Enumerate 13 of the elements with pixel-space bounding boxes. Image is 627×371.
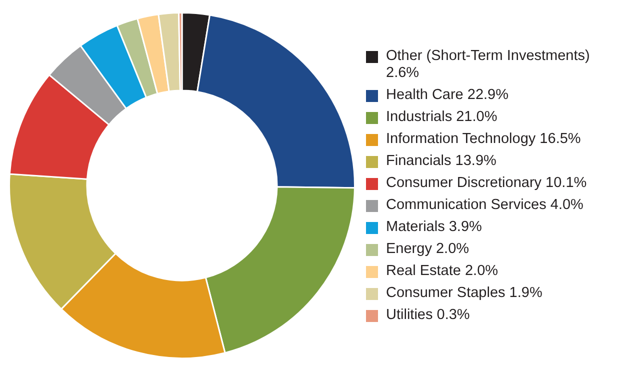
legend-label: Consumer Discretionary 10.1% (386, 174, 587, 192)
legend-label: Materials 3.9% (386, 218, 482, 236)
legend-label: Communication Services 4.0% (386, 196, 584, 214)
legend-label: Industrials 21.0% (386, 108, 498, 126)
legend-label: Energy 2.0% (386, 240, 470, 258)
data-label: 2.6% (386, 64, 420, 80)
legend-label: Real Estate 2.0% (386, 262, 498, 280)
legend-label: Financials 13.9% (386, 152, 496, 170)
legend-label: Utilities 0.3% (386, 306, 470, 324)
legend-label: Information Technology 16.5% (386, 130, 581, 148)
legend-label: Consumer Staples 1.9% (386, 284, 542, 302)
legend-label: Other (Short-Term Investments) (386, 48, 590, 64)
legend-label: Health Care 22.9% (386, 86, 509, 104)
